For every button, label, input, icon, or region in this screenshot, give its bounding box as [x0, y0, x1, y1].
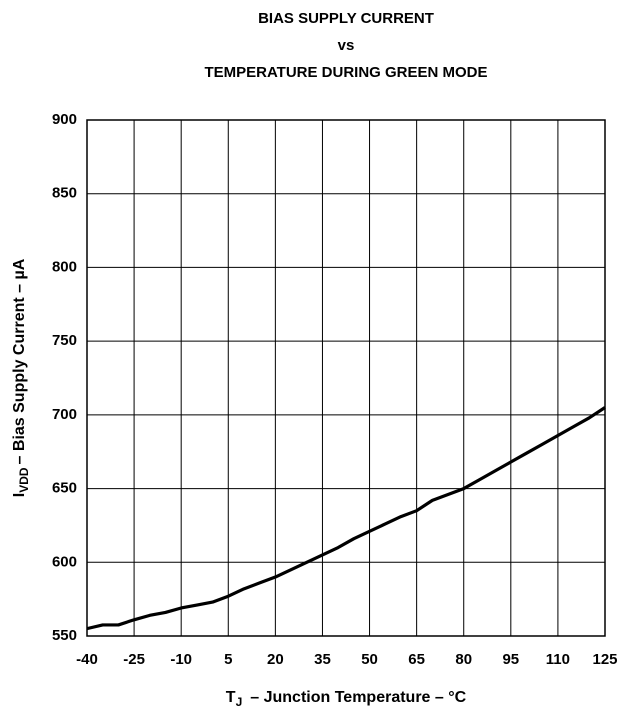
- y-axis-label: IVDD– Bias Supply Current – µA: [11, 258, 31, 497]
- plot-frame: [86, 119, 606, 637]
- x-tick-label: 125: [592, 651, 617, 668]
- chart-title: BIAS SUPPLY CURRENT: [258, 10, 434, 27]
- x-tick-label: 65: [408, 651, 425, 668]
- x-tick-label: 50: [361, 651, 378, 668]
- y-tick-label: 550: [52, 627, 77, 644]
- y-tick-label: 700: [52, 406, 77, 423]
- x-tick-label: 110: [546, 651, 570, 668]
- chart-title: TEMPERATURE DURING GREEN MODE: [204, 64, 487, 81]
- x-tick-label: -10: [170, 651, 192, 668]
- y-tick-label: 750: [52, 332, 77, 349]
- x-tick-label: 20: [267, 651, 284, 668]
- x-tick-label: 35: [314, 651, 331, 668]
- y-tick-label: 600: [52, 553, 77, 570]
- x-tick-label: -40: [76, 651, 98, 668]
- x-tick-label: -25: [123, 651, 145, 668]
- y-tick-label: 900: [52, 111, 77, 128]
- x-tick-label: 5: [224, 651, 232, 668]
- x-tick-label: 80: [455, 651, 472, 668]
- x-tick-label: 95: [502, 651, 519, 668]
- chart-title: vs: [338, 37, 355, 54]
- y-tick-label: 650: [52, 480, 77, 497]
- x-axis-label: TJ – Junction Temperature – °C: [226, 689, 467, 709]
- y-tick-label: 800: [52, 258, 77, 275]
- y-tick-label: 850: [52, 185, 77, 202]
- data-line: [86, 406, 606, 631]
